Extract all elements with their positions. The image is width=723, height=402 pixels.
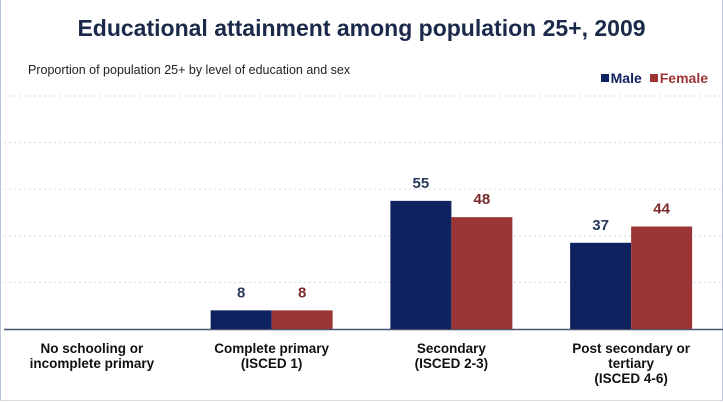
category-label: (ISCED 1)	[241, 356, 303, 371]
data-label-male: 37	[592, 217, 609, 234]
category-label: (ISCED 4-6)	[594, 371, 668, 386]
bar-female	[271, 310, 333, 329]
legend-item-male: Male	[600, 70, 642, 86]
legend-swatch-male	[600, 74, 609, 82]
chart-title: Educational attainment among population …	[77, 15, 646, 41]
category-label: incomplete primary	[30, 356, 155, 371]
bar-female	[451, 217, 513, 329]
category-label: Complete primary	[214, 341, 329, 356]
category-label: Post secondary or	[572, 341, 691, 356]
bar-male	[570, 242, 632, 329]
legend: Male Female	[600, 70, 708, 86]
category-label: No schooling or	[41, 341, 144, 356]
data-label-female: 8	[298, 284, 306, 301]
bar-male	[210, 310, 272, 329]
category-label: tertiary	[608, 356, 654, 371]
data-label-male: 55	[413, 175, 430, 192]
legend-label-female: Female	[659, 70, 708, 86]
bar-female	[631, 226, 693, 329]
bar-male	[390, 200, 452, 329]
legend-swatch-female	[649, 74, 658, 82]
chart-subtitle: Proportion of population 25+ by level of…	[28, 63, 351, 77]
data-label-male: 8	[237, 284, 245, 301]
data-label-female: 48	[474, 191, 491, 208]
legend-label-male: Male	[610, 70, 642, 86]
category-label: (ISCED 2-3)	[415, 356, 489, 371]
category-label: Secondary	[417, 341, 487, 356]
legend-item-female: Female	[649, 70, 708, 86]
data-label-female: 44	[653, 200, 670, 217]
